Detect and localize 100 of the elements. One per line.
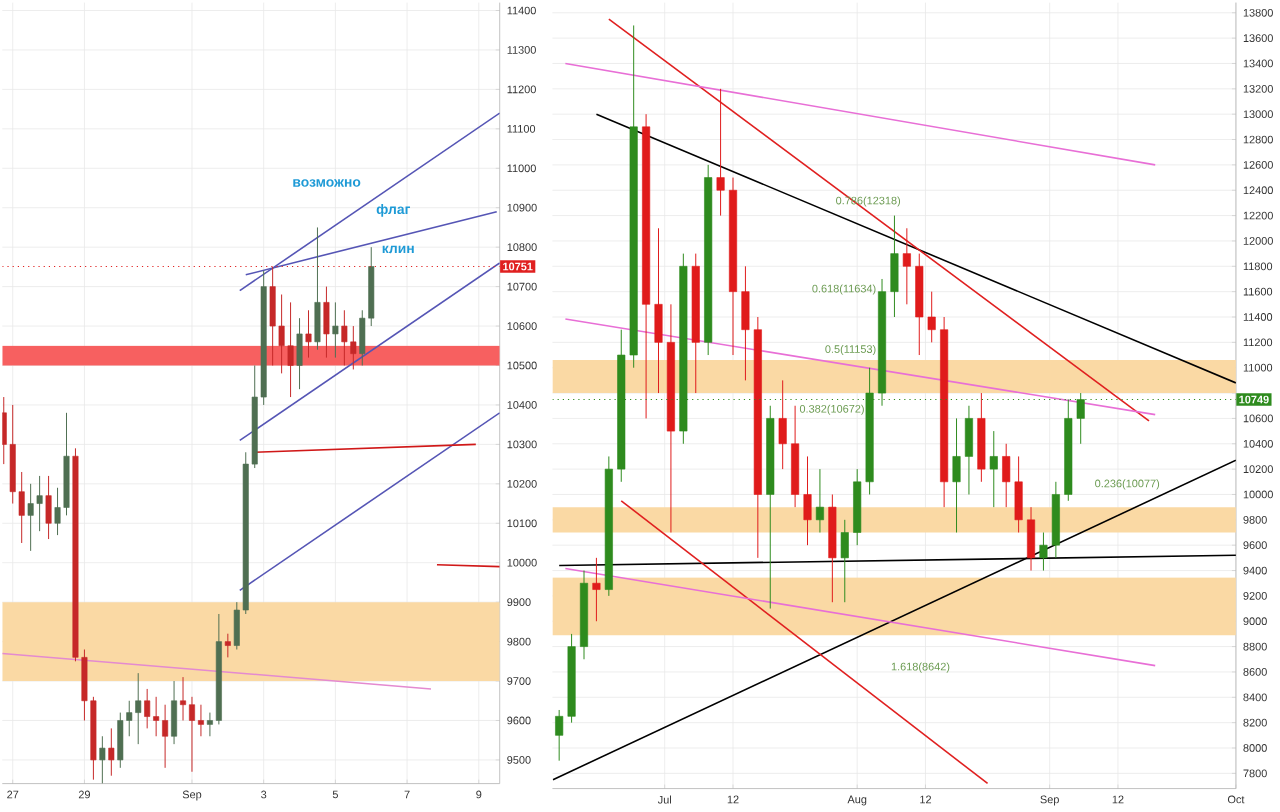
candlestick [927, 291, 936, 343]
x-tick-label: 29 [78, 790, 91, 799]
candlestick [153, 696, 160, 737]
y-tick-label: 11200 [507, 85, 536, 94]
y-tick-label: 11400 [1243, 313, 1273, 321]
y-tick-label: 9700 [507, 677, 531, 685]
y-tick-label: 10400 [507, 401, 537, 409]
candlestick [162, 704, 169, 769]
x-tick-label: 5 [332, 790, 338, 799]
x-tick-label: Aug [847, 795, 867, 806]
candlestick [592, 557, 601, 622]
y-tick-label: 9900 [507, 598, 531, 606]
x-tick-label: Jul [657, 795, 671, 804]
y-tick-label: 11300 [507, 46, 536, 54]
y-tick-label: 10500 [507, 361, 537, 370]
annotation: возможно [293, 179, 361, 187]
candlestick [287, 301, 294, 398]
y-tick-label: 12400 [1243, 186, 1273, 195]
candlestick [815, 468, 824, 533]
x-tick-label: 27 [7, 790, 19, 799]
candlestick [1039, 531, 1048, 571]
y-tick-label: 10200 [1243, 465, 1273, 473]
candlestick [27, 483, 34, 552]
y-tick-label: 9800 [1243, 515, 1267, 524]
annotation: 1.618(8642) [891, 662, 950, 673]
y-tick-label: 8600 [1243, 668, 1267, 676]
y-tick-label: 13600 [1243, 34, 1273, 42]
y-tick-label: 13200 [1243, 84, 1273, 93]
y-tick-label: 9000 [1243, 617, 1267, 626]
candlestick [341, 309, 348, 366]
y-tick-label: 13800 [1243, 8, 1273, 17]
candlestick [108, 727, 115, 777]
candlestick [36, 475, 43, 532]
candlestick [197, 704, 204, 737]
annotation: флаг [376, 203, 411, 217]
y-tick-label: 11000 [507, 164, 536, 173]
candlestick [144, 688, 151, 729]
annotation: клин [382, 245, 414, 254]
candlestick [224, 633, 231, 658]
x-tick-label: 3 [261, 790, 267, 799]
x-tick-label: 12 [727, 795, 739, 804]
candlestick [332, 301, 339, 359]
candlestick [350, 325, 357, 370]
candlestick [180, 676, 187, 721]
candlestick [278, 293, 285, 374]
ref-line-label: 10751 [503, 262, 533, 271]
y-tick-label: 9600 [507, 716, 531, 725]
x-tick-label: Oct [1227, 795, 1245, 804]
y-tick-label: 10200 [507, 479, 537, 488]
y-tick-label: 11400 [507, 6, 536, 15]
x-tick-label: Sep [1040, 795, 1059, 806]
y-tick-label: 8200 [1243, 718, 1267, 727]
y-tick-label: 8000 [1243, 744, 1267, 752]
y-tick-label: 9400 [1243, 566, 1267, 575]
candlestick [189, 696, 195, 773]
annotation: 0.5(11153) [825, 344, 876, 356]
y-tick-label: 8400 [1243, 693, 1267, 702]
y-tick-label: 12800 [1243, 135, 1273, 144]
y-tick-label: 10700 [507, 282, 537, 291]
y-tick-label: 10600 [507, 322, 537, 330]
x-tick-label: 12 [1112, 795, 1124, 804]
candlestick [989, 430, 998, 508]
y-tick-label: 13400 [1243, 59, 1273, 68]
y-tick-label: 11200 [1243, 338, 1273, 347]
annotation: 0.618(11634) [812, 284, 876, 295]
y-tick-label: 9200 [1243, 591, 1267, 600]
y-tick-label: 12200 [1243, 211, 1273, 220]
y-tick-label: 10400 [1243, 439, 1273, 448]
y-tick-label: 9500 [507, 755, 531, 764]
annotation: 0.382(10672) [799, 404, 864, 415]
y-tick-label: 11000 [1243, 363, 1273, 372]
candlestick [555, 709, 564, 762]
y-tick-label: 10900 [507, 203, 537, 212]
x-tick-label: 7 [404, 790, 410, 799]
candlestick [18, 471, 25, 544]
y-tick-label: 9600 [1243, 541, 1267, 549]
y-tick-label: 10600 [1243, 414, 1273, 423]
candlestick [135, 672, 142, 745]
y-tick-label: 10100 [507, 519, 537, 528]
y-tick-label: 12600 [1243, 160, 1273, 169]
y-tick-label: 9800 [507, 637, 531, 646]
candlestick [305, 309, 312, 359]
y-tick-label: 13000 [1243, 110, 1273, 118]
candlestick [206, 712, 213, 737]
x-tick-label: 12 [920, 795, 932, 804]
y-tick-label: 10000 [507, 558, 537, 567]
y-tick-label: 11600 [1243, 287, 1273, 296]
y-tick-label: 11800 [1243, 262, 1273, 271]
y-tick-label: 11100 [507, 124, 536, 133]
x-tick-label: 9 [476, 790, 482, 799]
candlestick [902, 227, 911, 305]
ref-line-label: 10749 [1239, 395, 1269, 404]
y-tick-label: 10000 [1243, 490, 1273, 499]
x-tick-label: Sep [182, 790, 202, 801]
y-tick-label: 10300 [507, 440, 537, 449]
candlestick [54, 487, 61, 536]
y-tick-label: 12000 [1243, 237, 1273, 245]
candlestick [126, 700, 133, 737]
y-tick-label: 7800 [1243, 769, 1267, 778]
candlestick [99, 735, 106, 784]
